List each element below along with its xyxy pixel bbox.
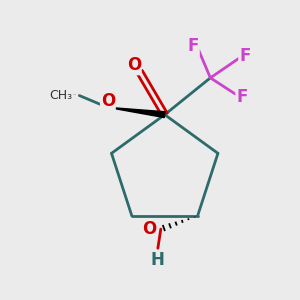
Text: F: F: [188, 38, 199, 56]
Polygon shape: [107, 107, 165, 118]
Text: F: F: [239, 47, 250, 65]
Text: O: O: [127, 56, 141, 74]
Text: H: H: [151, 251, 165, 269]
Text: methyl: methyl: [71, 93, 76, 95]
Text: O: O: [142, 220, 156, 238]
Text: CH₃: CH₃: [50, 89, 73, 102]
Text: O: O: [101, 92, 115, 110]
Text: F: F: [236, 88, 248, 106]
